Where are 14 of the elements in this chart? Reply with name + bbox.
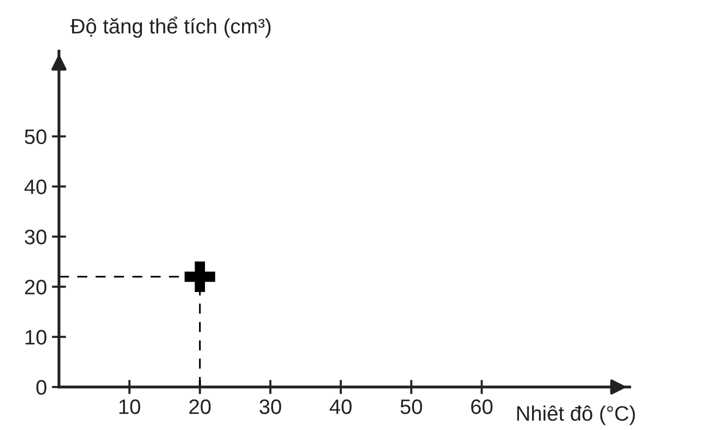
y-tick-label: 30 xyxy=(24,230,46,244)
x-tick-label: 40 xyxy=(330,399,352,414)
y-tick-label: 50 xyxy=(24,129,46,144)
y-tick-label: 20 xyxy=(25,280,46,295)
y-tick-label: 10 xyxy=(26,330,46,345)
x-axis-title: Nhiêt đô (°C) xyxy=(517,405,635,425)
x-tick-label: 20 xyxy=(189,399,211,414)
y-tick-label: 0 xyxy=(36,380,46,395)
x-tick-label: 60 xyxy=(471,399,492,414)
x-tick-label: 50 xyxy=(400,399,422,414)
y-axis-title: Độ tăng thể tích (cm³) xyxy=(70,16,271,38)
x-tick-label: 30 xyxy=(260,399,282,414)
x-tick-label: 10 xyxy=(119,399,140,414)
y-tick-label: 40 xyxy=(24,180,46,194)
